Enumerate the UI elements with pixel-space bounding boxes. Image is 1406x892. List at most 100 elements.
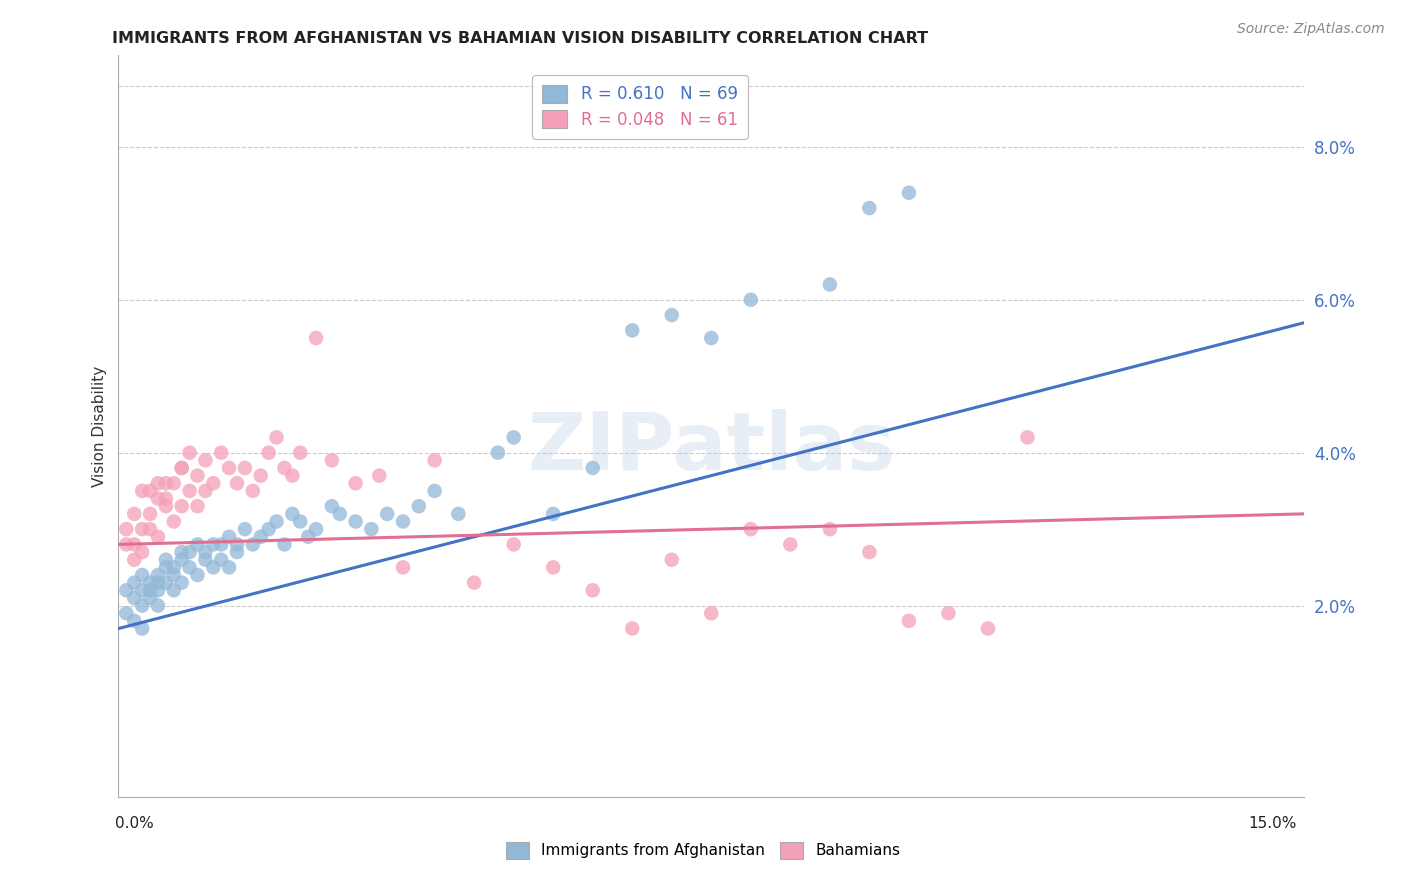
Point — [155, 476, 177, 491]
Point — [779, 537, 801, 551]
Point — [155, 560, 177, 574]
Point — [218, 560, 240, 574]
Point — [209, 537, 232, 551]
Point — [818, 277, 841, 292]
Point — [818, 522, 841, 536]
Point — [155, 575, 177, 590]
Point — [700, 331, 723, 345]
Point — [122, 591, 145, 605]
Point — [582, 461, 605, 475]
Point — [115, 606, 138, 620]
Point — [249, 468, 271, 483]
Point — [233, 461, 256, 475]
Point — [186, 568, 208, 582]
Point — [146, 530, 169, 544]
Point — [170, 575, 193, 590]
Point — [858, 545, 880, 559]
Point — [194, 453, 217, 467]
Point — [266, 515, 288, 529]
Point — [146, 599, 169, 613]
Point — [163, 515, 186, 529]
Point — [233, 522, 256, 536]
Point — [170, 461, 193, 475]
Point — [266, 430, 288, 444]
Point — [139, 575, 162, 590]
Point — [155, 552, 177, 566]
Point — [139, 591, 162, 605]
Point — [392, 560, 415, 574]
Point — [502, 537, 524, 551]
Point — [155, 499, 177, 513]
Point — [290, 515, 312, 529]
Point — [661, 552, 683, 566]
Point — [194, 483, 217, 498]
Point — [621, 622, 644, 636]
Point — [329, 507, 352, 521]
Point — [226, 537, 249, 551]
Point — [344, 476, 367, 491]
Point — [139, 483, 162, 498]
Point — [202, 537, 225, 551]
Point — [305, 522, 328, 536]
Point — [170, 499, 193, 513]
Point — [661, 308, 683, 322]
Point — [139, 522, 162, 536]
Point — [209, 552, 232, 566]
Point — [146, 491, 169, 506]
Point — [146, 568, 169, 582]
Point — [858, 201, 880, 215]
Point — [1017, 430, 1039, 444]
Point — [179, 483, 201, 498]
Point — [344, 515, 367, 529]
Point — [170, 552, 193, 566]
Point — [179, 560, 201, 574]
Point — [139, 507, 162, 521]
Point — [502, 430, 524, 444]
Text: ZIPatlas: ZIPatlas — [527, 409, 896, 487]
Point — [977, 622, 1000, 636]
Point — [146, 583, 169, 598]
Point — [131, 545, 153, 559]
Point — [163, 568, 186, 582]
Point — [194, 552, 217, 566]
Point — [186, 468, 208, 483]
Point — [897, 614, 920, 628]
Point — [202, 476, 225, 491]
Point — [463, 575, 485, 590]
Point — [170, 545, 193, 559]
Point — [249, 530, 271, 544]
Point — [360, 522, 382, 536]
Point — [423, 483, 446, 498]
Point — [297, 530, 319, 544]
Point — [938, 606, 960, 620]
Point — [582, 583, 605, 598]
Point — [281, 468, 304, 483]
Point — [740, 293, 762, 307]
Point — [163, 583, 186, 598]
Point — [186, 537, 208, 551]
Point — [423, 453, 446, 467]
Point — [131, 583, 153, 598]
Point — [218, 461, 240, 475]
Point — [621, 323, 644, 337]
Legend: Immigrants from Afghanistan, Bahamians: Immigrants from Afghanistan, Bahamians — [499, 836, 907, 864]
Point — [321, 499, 343, 513]
Point — [897, 186, 920, 200]
Point — [131, 568, 153, 582]
Point — [131, 522, 153, 536]
Y-axis label: Vision Disability: Vision Disability — [93, 366, 107, 486]
Point — [305, 331, 328, 345]
Point — [257, 522, 280, 536]
Text: IMMIGRANTS FROM AFGHANISTAN VS BAHAMIAN VISION DISABILITY CORRELATION CHART: IMMIGRANTS FROM AFGHANISTAN VS BAHAMIAN … — [112, 31, 928, 46]
Point — [131, 483, 153, 498]
Point — [242, 483, 264, 498]
Point — [242, 537, 264, 551]
Point — [368, 468, 391, 483]
Point — [281, 507, 304, 521]
Point — [115, 583, 138, 598]
Point — [163, 476, 186, 491]
Point — [392, 515, 415, 529]
Point — [290, 445, 312, 459]
Legend: R = 0.610   N = 69, R = 0.048   N = 61: R = 0.610 N = 69, R = 0.048 N = 61 — [533, 75, 748, 138]
Text: 0.0%: 0.0% — [115, 816, 155, 830]
